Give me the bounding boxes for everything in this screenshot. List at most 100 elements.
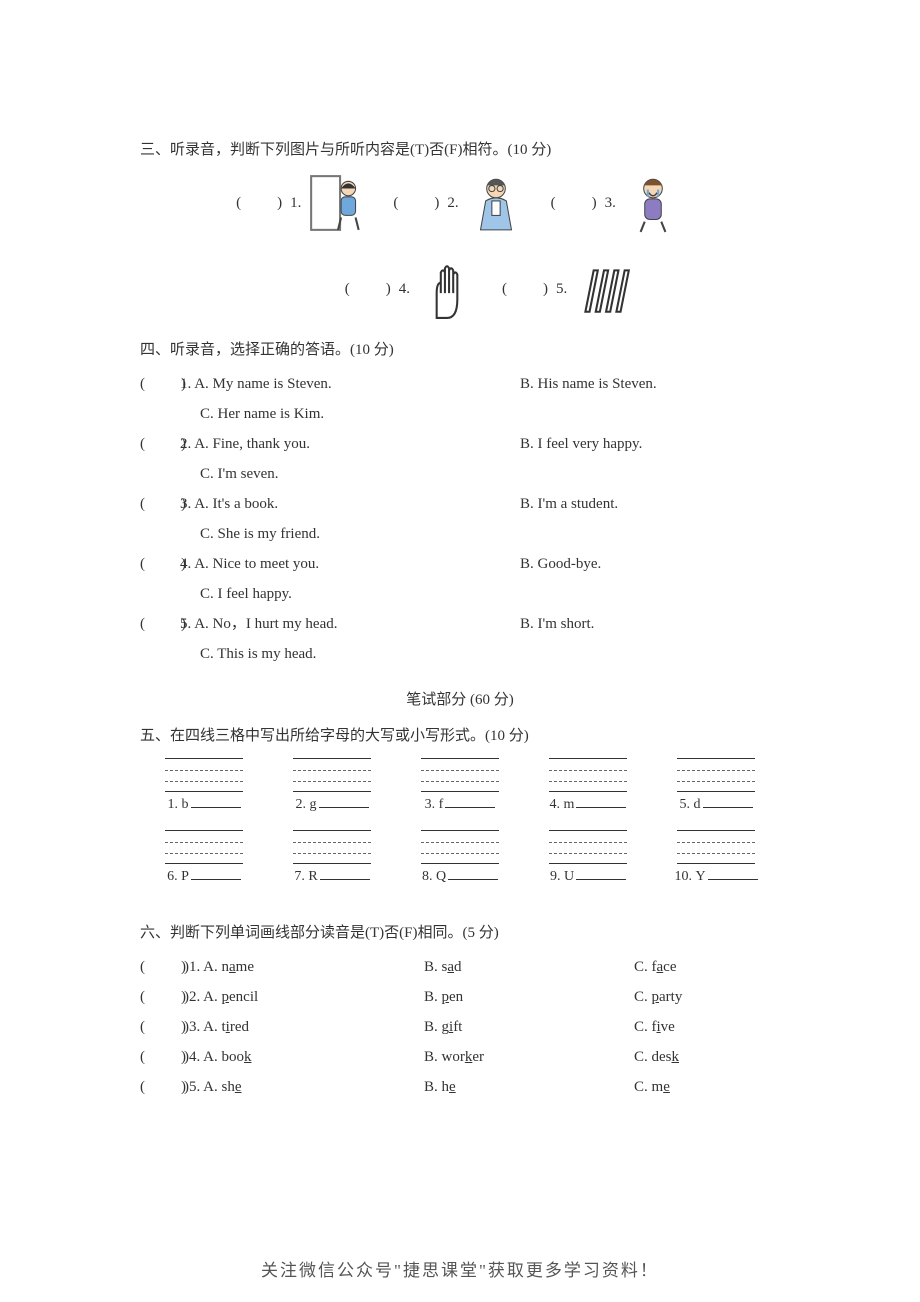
four-line-box[interactable]	[677, 758, 755, 792]
q-num: 2.	[180, 436, 191, 452]
w-num: 9.	[550, 866, 561, 888]
blank-paren[interactable]: ( )	[140, 985, 184, 1009]
four-line-box[interactable]	[293, 830, 371, 864]
opt-a: A. Fine, thank you.	[194, 436, 310, 452]
w-letter: Y	[695, 866, 705, 888]
opt-a: )1. A. name	[184, 955, 424, 979]
opt-c: C. face	[634, 955, 780, 979]
writing-grid: 1. b 2. g 3. f 4. m 5. d 6. P 7. R 8. Q …	[140, 758, 780, 903]
q3-num: 2.	[447, 191, 458, 215]
w-letter: U	[564, 866, 574, 888]
four-line-box[interactable]	[677, 830, 755, 864]
written-heading: 笔试部分 (60 分)	[140, 688, 780, 712]
opt-b: B. His name is Steven.	[520, 372, 780, 396]
w-letter: b	[182, 794, 189, 816]
blank-paren[interactable]: ( )	[140, 372, 180, 396]
opt-a: A. It's a book.	[194, 496, 278, 512]
q6-row: ( ))3. A. tiredB. giftC. five	[140, 1015, 780, 1039]
blank-paren[interactable]: ( )	[140, 1075, 184, 1099]
blank-paren[interactable]: ( )	[140, 1045, 184, 1069]
w-letter: d	[694, 794, 701, 816]
boy-crying-icon	[622, 172, 684, 234]
writing-cell: 7. R	[268, 830, 396, 888]
blank-paren[interactable]: ( )	[345, 277, 393, 301]
answer-line[interactable]	[191, 796, 241, 808]
opt-b: B. I feel very happy.	[520, 432, 780, 456]
answer-line[interactable]	[703, 796, 753, 808]
writing-cell: 10. Y	[652, 830, 780, 888]
q3-num: 5.	[556, 277, 567, 301]
w-num: 3.	[425, 794, 436, 816]
answer-line[interactable]	[445, 796, 495, 808]
w-letter: f	[439, 794, 444, 816]
answer-line[interactable]	[576, 796, 626, 808]
four-line-box[interactable]	[421, 830, 499, 864]
w-letter: R	[308, 866, 317, 888]
opt-a: )5. A. she	[184, 1075, 424, 1099]
opt-b: B. I'm a student.	[520, 492, 780, 516]
w-num: 10.	[674, 866, 692, 888]
section6-title: 六、判断下列单词画线部分读音是(T)否(F)相同。(5 分)	[140, 921, 780, 945]
opt-b: B. gift	[424, 1015, 634, 1039]
opt-a: )3. A. tired	[184, 1015, 424, 1039]
opt-b: B. he	[424, 1075, 634, 1099]
answer-line[interactable]	[708, 868, 758, 880]
q3-item-4: ( ) 4.	[345, 258, 478, 320]
blank-paren[interactable]: ( )	[502, 277, 550, 301]
q6-row: ( ))2. A. pencilB. penC. party	[140, 985, 780, 1009]
pens-icon	[573, 258, 635, 320]
footer-text: 关注微信公众号"捷思课堂"获取更多学习资料！	[0, 1257, 920, 1284]
writing-cell: 2. g	[268, 758, 396, 816]
blank-paren[interactable]: ( )	[140, 612, 180, 636]
four-line-box[interactable]	[421, 758, 499, 792]
blank-paren[interactable]: ( )	[140, 432, 180, 456]
w-letter: g	[310, 794, 317, 816]
four-line-box[interactable]	[549, 758, 627, 792]
four-line-box[interactable]	[293, 758, 371, 792]
blank-paren[interactable]: ( )	[551, 191, 599, 215]
opt-b: B. I'm short.	[520, 612, 780, 636]
opt-c: C. five	[634, 1015, 780, 1039]
q6-row: ( ))5. A. sheB. heC. me	[140, 1075, 780, 1099]
four-line-box[interactable]	[165, 830, 243, 864]
w-num: 6.	[167, 866, 178, 888]
answer-line[interactable]	[448, 868, 498, 880]
writing-cell: 4. m	[524, 758, 652, 816]
blank-paren[interactable]: ( )	[140, 492, 180, 516]
writing-cell: 9. U	[524, 830, 652, 888]
opt-b: B. pen	[424, 985, 634, 1009]
section4-title: 四、听录音，选择正确的答语。(10 分)	[140, 338, 780, 362]
w-num: 4.	[550, 794, 561, 816]
blank-paren[interactable]: ( )	[140, 955, 184, 979]
q3-item-5: ( ) 5.	[502, 258, 635, 320]
boy-in-doorway-icon	[307, 172, 369, 234]
answer-line[interactable]	[191, 868, 241, 880]
q-num: 1.	[180, 376, 191, 392]
w-letter: m	[564, 794, 575, 816]
blank-paren[interactable]: ( )	[393, 191, 441, 215]
section3-title: 三、听录音，判断下列图片与所听内容是(T)否(F)相符。(10 分)	[140, 138, 780, 162]
w-letter: Q	[436, 866, 446, 888]
blank-paren[interactable]: ( )	[236, 191, 284, 215]
answer-line[interactable]	[320, 868, 370, 880]
answer-line[interactable]	[319, 796, 369, 808]
blank-paren[interactable]: ( )	[140, 1015, 184, 1039]
q3-num: 4.	[399, 277, 410, 301]
opt-c: C. desk	[634, 1045, 780, 1069]
teacher-man-icon	[465, 172, 527, 234]
four-line-box[interactable]	[165, 758, 243, 792]
opt-a: )4. A. book	[184, 1045, 424, 1069]
section6-container: ( ))1. A. nameB. sadC. face( ))2. A. pen…	[140, 955, 780, 1099]
writing-cell: 6. P	[140, 830, 268, 888]
opt-c: C. party	[634, 985, 780, 1009]
opt-c: C. Her name is Kim.	[140, 402, 780, 426]
w-num: 1.	[168, 794, 179, 816]
four-line-box[interactable]	[549, 830, 627, 864]
w-num: 7.	[294, 866, 305, 888]
opt-a: A. No，I hurt my head.	[194, 616, 337, 632]
q4-5: ( ) 5. A. No，I hurt my head. B. I'm shor…	[140, 612, 780, 666]
answer-line[interactable]	[576, 868, 626, 880]
blank-paren[interactable]: ( )	[140, 552, 180, 576]
section3-grid: ( ) 1. ( ) 2.	[140, 172, 780, 320]
writing-cell: 8. Q	[396, 830, 524, 888]
